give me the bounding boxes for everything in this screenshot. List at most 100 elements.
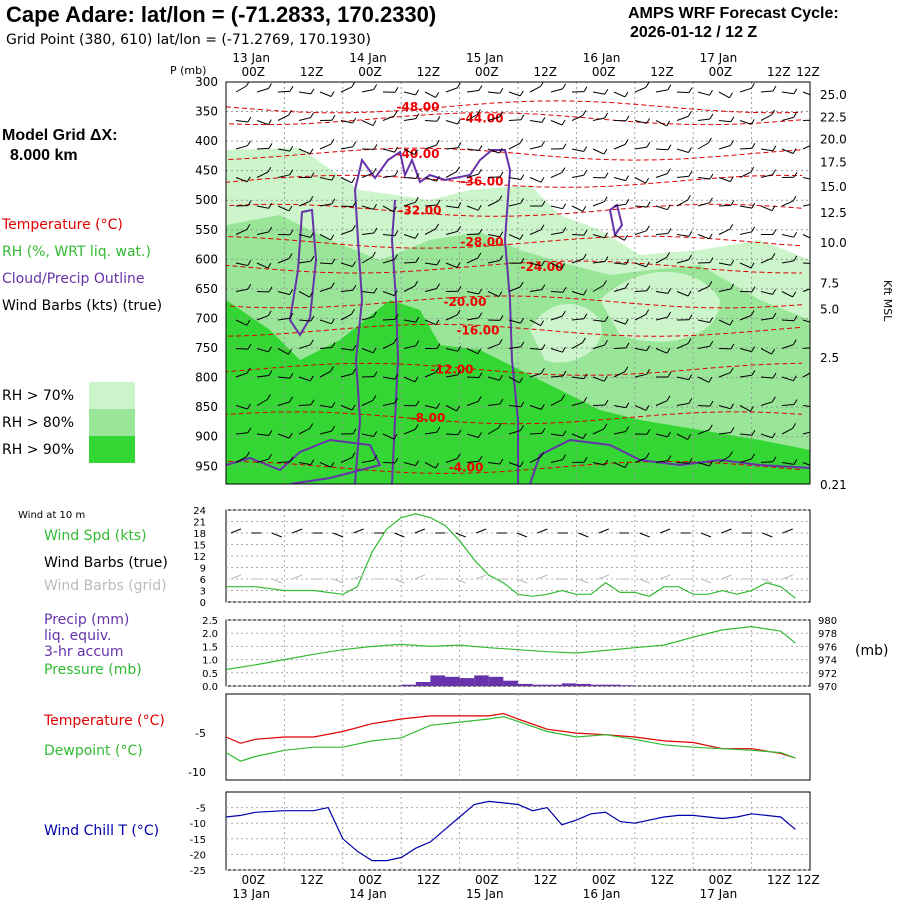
- wind-barb: [319, 234, 331, 241]
- wind-barb-flag: [415, 113, 420, 119]
- wind-barb: [613, 405, 626, 409]
- wind-barb-flag: [288, 253, 293, 259]
- wind-barb-flag: [310, 112, 315, 118]
- wind-barb: [466, 376, 480, 379]
- wind-barb: [256, 120, 269, 126]
- wind-barb-flag: [415, 400, 420, 406]
- wind-barb: [571, 148, 584, 152]
- wind-barb-flag: [373, 311, 377, 317]
- wind-barb: [592, 91, 605, 95]
- wind-barb-flag: [729, 367, 734, 373]
- wind-barb-flag: [309, 339, 314, 346]
- bottom-date-label: 14 Jan: [349, 887, 387, 900]
- wind-barb: [256, 399, 268, 406]
- wind-barb-flag: [666, 395, 671, 402]
- wind-barb: [613, 203, 626, 207]
- wind-barb: [487, 403, 500, 406]
- top-time-tick: 00Z: [358, 65, 382, 79]
- temperature-contour-label: -4.00: [449, 460, 484, 474]
- surface-wind-barb: [230, 528, 242, 534]
- surface-wind-barb-grid: [639, 578, 650, 584]
- wind-barb: [277, 114, 289, 121]
- wind-barb: [781, 427, 793, 435]
- wind-barb-flag: [519, 90, 524, 97]
- wind-barb-flag: [435, 139, 440, 146]
- wind-barb: [655, 89, 668, 93]
- wind-barb-flag: [603, 148, 608, 155]
- legend-rh70-swatch: [89, 382, 135, 409]
- wind-tick-label: 12: [193, 552, 206, 563]
- precip-bar: [620, 685, 635, 686]
- wind-barb-flag: [457, 345, 462, 352]
- surface-wind-barb: [332, 532, 344, 538]
- wind-barb-flag: [730, 403, 734, 410]
- temperature-contour: [226, 235, 803, 249]
- wind-barb-flag: [268, 430, 273, 436]
- wind-barb: [487, 343, 500, 349]
- wind-barb-flag: [267, 119, 272, 125]
- wind-barb-flag: [772, 229, 777, 235]
- wind-barb: [634, 120, 647, 124]
- wind-barb: [424, 288, 437, 292]
- wind-barb: [445, 87, 458, 93]
- wind-barb-flag: [687, 111, 692, 117]
- wind-barb-flag: [331, 258, 336, 265]
- wind-barb-flag: [792, 423, 797, 429]
- pressure-tick-label-right: 980: [818, 616, 837, 627]
- wind-barb: [487, 291, 500, 298]
- wind-barb-flag: [709, 460, 713, 467]
- cloud-outline-inner: [390, 199, 400, 484]
- wind-barb-flag: [772, 145, 777, 152]
- wind-barb-flag: [604, 339, 608, 346]
- wind-barb-flag: [561, 167, 566, 173]
- top-time-tick: 12Z: [417, 65, 441, 79]
- wind-barb: [508, 177, 521, 181]
- wind-barb: [424, 144, 437, 150]
- wind-barb: [466, 173, 479, 178]
- bottom-date-label: 16 Jan: [583, 887, 621, 900]
- wind-barb: [361, 291, 374, 294]
- wind-barb: [655, 291, 668, 294]
- wind-barb: [550, 315, 563, 321]
- wind-barb-flag: [751, 202, 756, 209]
- wind-barb: [676, 234, 689, 237]
- temperature-contour-label: -32.00: [399, 203, 442, 217]
- wind-barb-flag: [815, 259, 818, 264]
- wind-barb-flag: [288, 205, 293, 212]
- wind-barb-flag: [645, 309, 650, 315]
- wind-10m-label: Wind at 10 m: [18, 510, 86, 521]
- wind-barb-flag: [351, 225, 356, 231]
- wind-barb-flag: [751, 286, 756, 292]
- wind-barb: [508, 234, 521, 240]
- precip-bar: [401, 684, 416, 686]
- wind-barb: [403, 261, 417, 264]
- wind-barb-flag: [688, 398, 693, 404]
- wind-barb-flag: [583, 86, 588, 92]
- pressure-tick-label: 900: [195, 430, 218, 444]
- wind-barb-flag: [688, 458, 693, 464]
- wind-barb-flag: [289, 289, 294, 295]
- height-tick-label: 20.0: [820, 132, 847, 146]
- surface-wind-barb: [762, 532, 773, 538]
- height-tick-label: 12.5: [820, 206, 847, 220]
- wind-barb-flag: [667, 455, 672, 461]
- wind-barb: [298, 462, 311, 466]
- wind-barb: [340, 120, 353, 124]
- wind-barb-flag: [730, 200, 735, 206]
- wind-barb: [466, 348, 479, 355]
- pressure-tick-label: 650: [195, 282, 218, 296]
- wind-barb-flag: [604, 399, 609, 406]
- wind-barb-flag: [435, 319, 440, 325]
- wind-barb: [739, 147, 753, 150]
- wind-tick-label: 24: [193, 506, 206, 517]
- wind-barb-flag: [604, 256, 609, 262]
- wind-barb-flag: [771, 109, 776, 116]
- wind-barb-flag: [562, 203, 567, 209]
- precip-tick-label: 2.0: [202, 629, 218, 640]
- wind-barb-flag: [478, 228, 483, 235]
- wind-barb-flag: [457, 202, 462, 208]
- surface-wind-barb-grid: [598, 574, 609, 580]
- wind-barb: [508, 319, 521, 324]
- wind-barb: [571, 318, 584, 321]
- wind-barb-flag: [289, 456, 294, 463]
